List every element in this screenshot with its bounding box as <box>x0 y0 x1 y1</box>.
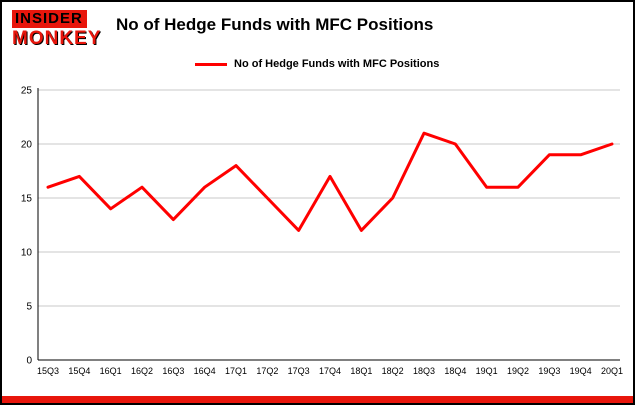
svg-text:19Q4: 19Q4 <box>570 366 592 376</box>
logo-text-monkey: MONKEY <box>12 27 102 49</box>
svg-text:25: 25 <box>21 86 33 97</box>
svg-text:18Q2: 18Q2 <box>382 366 404 376</box>
svg-text:15Q3: 15Q3 <box>37 366 59 376</box>
svg-text:19Q3: 19Q3 <box>538 366 560 376</box>
insider-monkey-logo: INSIDER MONKEY <box>12 10 112 49</box>
chart-legend: No of Hedge Funds with MFC Positions <box>195 58 439 70</box>
svg-text:17Q4: 17Q4 <box>319 366 341 376</box>
svg-text:0: 0 <box>26 356 32 367</box>
svg-text:17Q3: 17Q3 <box>288 366 310 376</box>
chart-title: No of Hedge Funds with MFC Positions <box>116 15 434 34</box>
svg-text:20: 20 <box>21 140 33 151</box>
legend-label: No of Hedge Funds with MFC Positions <box>234 58 440 70</box>
svg-text:15: 15 <box>21 194 33 205</box>
svg-text:17Q1: 17Q1 <box>225 366 247 376</box>
logo-text-insider: INSIDER <box>12 10 87 28</box>
svg-text:18Q4: 18Q4 <box>444 366 466 376</box>
svg-text:18Q1: 18Q1 <box>350 366 372 376</box>
svg-text:19Q2: 19Q2 <box>507 366 529 376</box>
bottom-red-bar <box>2 396 633 403</box>
svg-text:5: 5 <box>26 302 32 313</box>
svg-text:16Q1: 16Q1 <box>100 366 122 376</box>
svg-text:10: 10 <box>21 248 33 259</box>
svg-text:18Q3: 18Q3 <box>413 366 435 376</box>
svg-text:17Q2: 17Q2 <box>256 366 278 376</box>
svg-text:19Q1: 19Q1 <box>476 366 498 376</box>
svg-text:15Q4: 15Q4 <box>68 366 90 376</box>
line-chart: 0 5 10 15 20 25 15Q3 15Q4 16Q1 16Q2 16Q3 16Q4 17Q1 17… <box>2 80 633 390</box>
svg-text:16Q3: 16Q3 <box>162 366 184 376</box>
svg-text:20Q1: 20Q1 <box>601 366 623 376</box>
svg-text:16Q2: 16Q2 <box>131 366 153 376</box>
svg-text:16Q4: 16Q4 <box>194 366 216 376</box>
legend-line-swatch <box>195 62 227 66</box>
